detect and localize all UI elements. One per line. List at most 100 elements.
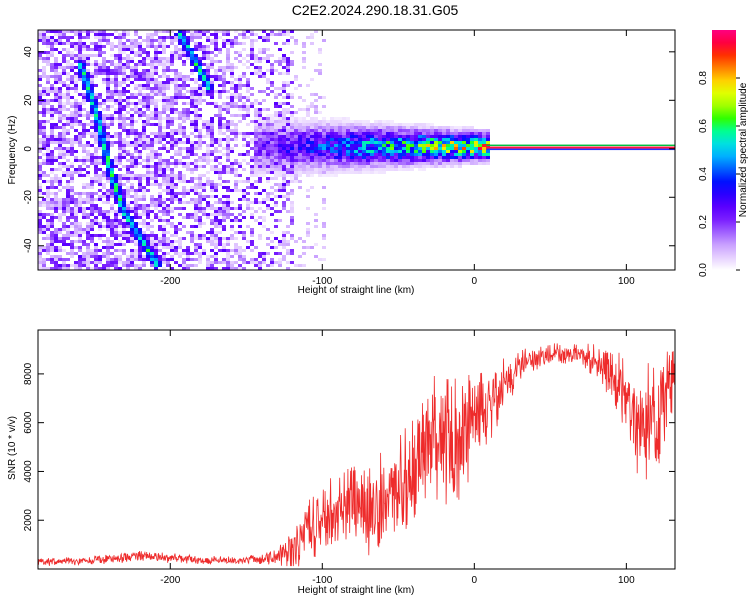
heatmap-cell xyxy=(94,207,98,210)
heatmap-cell xyxy=(298,135,302,138)
heatmap-cell xyxy=(226,138,230,141)
snr-xlabel: Height of straight line (km) xyxy=(298,585,415,596)
heatmap-cell xyxy=(474,141,478,144)
heatmap-cell xyxy=(142,111,146,114)
heatmap-cell xyxy=(262,36,266,39)
heatmap-cell xyxy=(306,159,310,162)
heatmap-cell xyxy=(186,30,190,33)
heatmap-cell xyxy=(250,234,254,237)
heatmap-cell xyxy=(438,159,442,162)
heatmap-cell xyxy=(78,111,82,114)
heatmap-cell xyxy=(346,165,350,168)
heatmap-cell xyxy=(242,72,246,75)
heatmap-cell xyxy=(130,129,134,132)
heatmap-cell xyxy=(50,48,54,51)
heatmap-cell xyxy=(86,99,90,102)
heatmap-cell xyxy=(286,84,290,87)
heatmap-cell xyxy=(230,249,234,252)
heatmap-cell xyxy=(70,180,74,183)
heatmap-cell xyxy=(258,66,262,69)
heatmap-cell xyxy=(238,60,242,63)
heatmap-cell xyxy=(438,156,442,159)
heatmap-cell xyxy=(46,156,50,159)
heatmap-cell xyxy=(222,171,226,174)
heatmap-cell xyxy=(366,141,370,144)
heatmap-cell xyxy=(154,168,158,171)
heatmap-cell xyxy=(130,210,134,213)
heatmap-cell xyxy=(118,108,122,111)
heatmap-cell xyxy=(402,165,406,168)
heatmap-cell xyxy=(246,141,250,144)
heatmap-cell xyxy=(458,162,462,165)
heatmap-cell xyxy=(158,162,162,165)
heatmap-cell xyxy=(446,150,450,153)
heatmap-cell xyxy=(58,258,62,261)
heatmap-cell xyxy=(282,159,286,162)
heatmap-cell xyxy=(146,39,150,42)
heatmap-cell xyxy=(286,57,290,60)
heatmap-cell xyxy=(174,138,178,141)
heatmap-cell xyxy=(314,213,318,216)
heatmap-cell xyxy=(166,198,170,201)
heatmap-cell xyxy=(262,258,266,261)
heatmap-cell xyxy=(222,216,226,219)
heatmap-cell xyxy=(250,39,254,42)
heatmap-cell xyxy=(194,192,198,195)
heatmap-cell xyxy=(54,231,58,234)
heatmap-cell xyxy=(286,150,290,153)
heatmap-cell xyxy=(410,168,414,171)
snr-ytick-label: 2000 xyxy=(23,509,34,532)
heatmap-cell xyxy=(266,54,270,57)
heatmap-cell xyxy=(42,213,46,216)
heatmap-cell xyxy=(294,174,298,177)
heatmap-cell xyxy=(246,78,250,81)
heatmap-cell xyxy=(94,30,98,33)
heatmap-cell xyxy=(262,39,266,42)
heatmap-cell xyxy=(218,78,222,81)
heatmap-cell xyxy=(446,129,450,132)
heatmap-cell xyxy=(190,144,194,147)
heatmap-cell xyxy=(46,267,50,270)
heatmap-cell xyxy=(190,186,194,189)
heatmap-cell xyxy=(54,246,58,249)
heatmap-cell xyxy=(158,114,162,117)
heatmap-cell xyxy=(62,213,66,216)
heatmap-cell xyxy=(114,201,118,204)
heatmap-cell xyxy=(114,57,118,60)
heatmap-cell xyxy=(206,231,210,234)
heatmap-cell xyxy=(370,150,374,153)
heatmap-cell xyxy=(202,222,206,225)
heatmap-cell xyxy=(242,33,246,36)
heatmap-cell xyxy=(266,60,270,63)
heatmap-cell xyxy=(294,153,298,156)
heatmap-cell xyxy=(178,201,182,204)
heatmap-cell xyxy=(442,129,446,132)
heatmap-cell xyxy=(230,66,234,69)
heatmap-cell xyxy=(58,66,62,69)
heatmap-cell xyxy=(118,90,122,93)
heatmap-cell xyxy=(298,126,302,129)
heatmap-cell xyxy=(218,243,222,246)
heatmap-cell xyxy=(42,75,46,78)
heatmap-cell xyxy=(450,159,454,162)
heatmap-cell xyxy=(230,207,234,210)
heatmap-cell xyxy=(178,87,182,90)
heatmap-cell xyxy=(114,186,118,189)
heatmap-cell xyxy=(38,201,42,204)
heatmap-cell xyxy=(94,150,98,153)
heatmap-cell xyxy=(318,138,322,141)
heatmap-cell xyxy=(206,69,210,72)
heatmap-cell xyxy=(62,66,66,69)
heatmap-cell xyxy=(458,159,462,162)
heatmap-cell xyxy=(66,231,70,234)
heatmap-cell xyxy=(82,162,86,165)
heatmap-cell xyxy=(38,156,42,159)
heatmap-cell xyxy=(218,249,222,252)
heatmap-cell xyxy=(66,30,70,33)
heatmap-cell xyxy=(258,108,262,111)
heatmap-cell xyxy=(394,141,398,144)
heatmap-cell xyxy=(142,39,146,42)
heatmap-cell xyxy=(338,168,342,171)
heatmap-cell xyxy=(42,267,46,270)
colorbar-label: Normalized spectral amplitude xyxy=(738,82,749,217)
